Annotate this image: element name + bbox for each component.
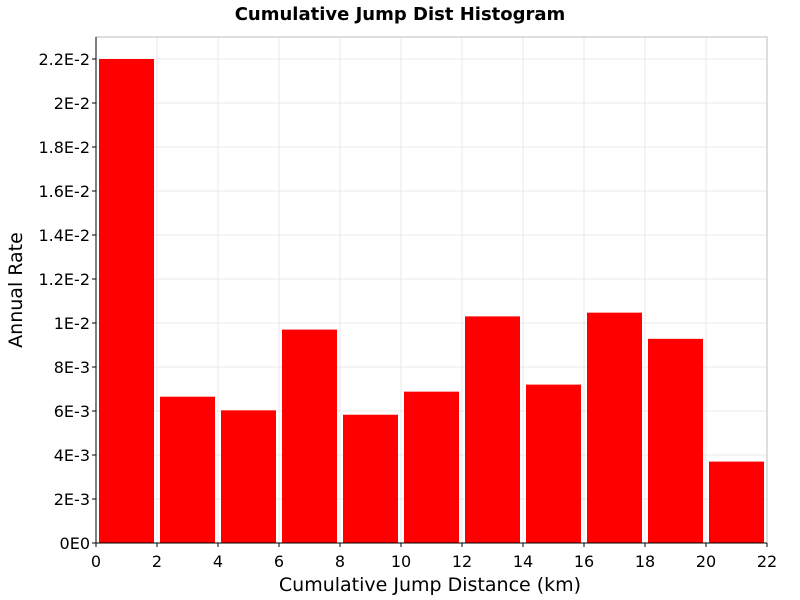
tick-label-layer: 0E0 2E-3 4E-3 6E-3 8E-3 1E-2 1.2E-2 1.4E-2 1.6E-… [38, 50, 777, 571]
x-tick-label: 4 [213, 552, 223, 571]
histogram-bar [648, 338, 703, 543]
y-tick-label: 1E-2 [54, 314, 90, 333]
x-tick-label: 22 [757, 552, 777, 571]
y-tick-label: 6E-3 [54, 402, 90, 421]
x-tick-label: 10 [391, 552, 411, 571]
histogram-bar [709, 461, 764, 543]
axis-layer [95, 36, 768, 544]
histogram-bar [99, 59, 154, 543]
histogram-bar [221, 410, 276, 543]
y-tick-label: 1.8E-2 [38, 138, 90, 157]
x-tick-label: 12 [452, 552, 472, 571]
histogram-bar [282, 329, 337, 543]
y-tick-label: 1.4E-2 [38, 226, 90, 245]
y-tick-label: 2E-2 [54, 94, 90, 113]
histogram-bar [404, 391, 459, 543]
histogram-bar [526, 384, 581, 543]
histogram-bar [465, 316, 520, 543]
x-tick-label: 2 [152, 552, 162, 571]
bar-layer [99, 59, 764, 543]
chart-title: Cumulative Jump Dist Histogram [235, 4, 566, 25]
x-tick-label: 8 [335, 552, 345, 571]
y-tick-label: 1.6E-2 [38, 182, 90, 201]
y-tick-label: 4E-3 [54, 446, 90, 465]
y-axis-label: Annual Rate [5, 232, 27, 348]
x-tick-label: 16 [574, 552, 594, 571]
x-tick-label: 18 [635, 552, 655, 571]
y-tick-label: 0E0 [60, 534, 90, 553]
y-tick-label: 1.2E-2 [38, 270, 90, 289]
histogram-bar [343, 414, 398, 543]
x-tick-label: 20 [696, 552, 716, 571]
histogram-bar [587, 312, 642, 543]
y-tick-label: 2E-3 [54, 490, 90, 509]
x-tick-label: 14 [513, 552, 533, 571]
y-tick-label: 8E-3 [54, 358, 90, 377]
x-axis-label: Cumulative Jump Distance (km) [279, 574, 581, 596]
x-tick-label: 0 [91, 552, 101, 571]
x-tick-label: 6 [274, 552, 284, 571]
y-tick-label: 2.2E-2 [38, 50, 90, 69]
histogram-bar [160, 396, 215, 543]
